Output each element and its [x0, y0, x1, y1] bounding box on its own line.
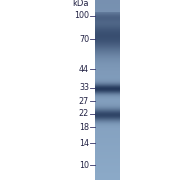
Text: 33: 33 [79, 84, 89, 93]
Text: 44: 44 [79, 64, 89, 73]
Text: 100: 100 [74, 12, 89, 21]
Text: kDa: kDa [73, 0, 89, 8]
Text: 27: 27 [79, 96, 89, 105]
Text: 10: 10 [79, 161, 89, 170]
Text: 70: 70 [79, 35, 89, 44]
Text: 22: 22 [79, 109, 89, 118]
Text: 18: 18 [79, 123, 89, 132]
Text: 14: 14 [79, 138, 89, 147]
